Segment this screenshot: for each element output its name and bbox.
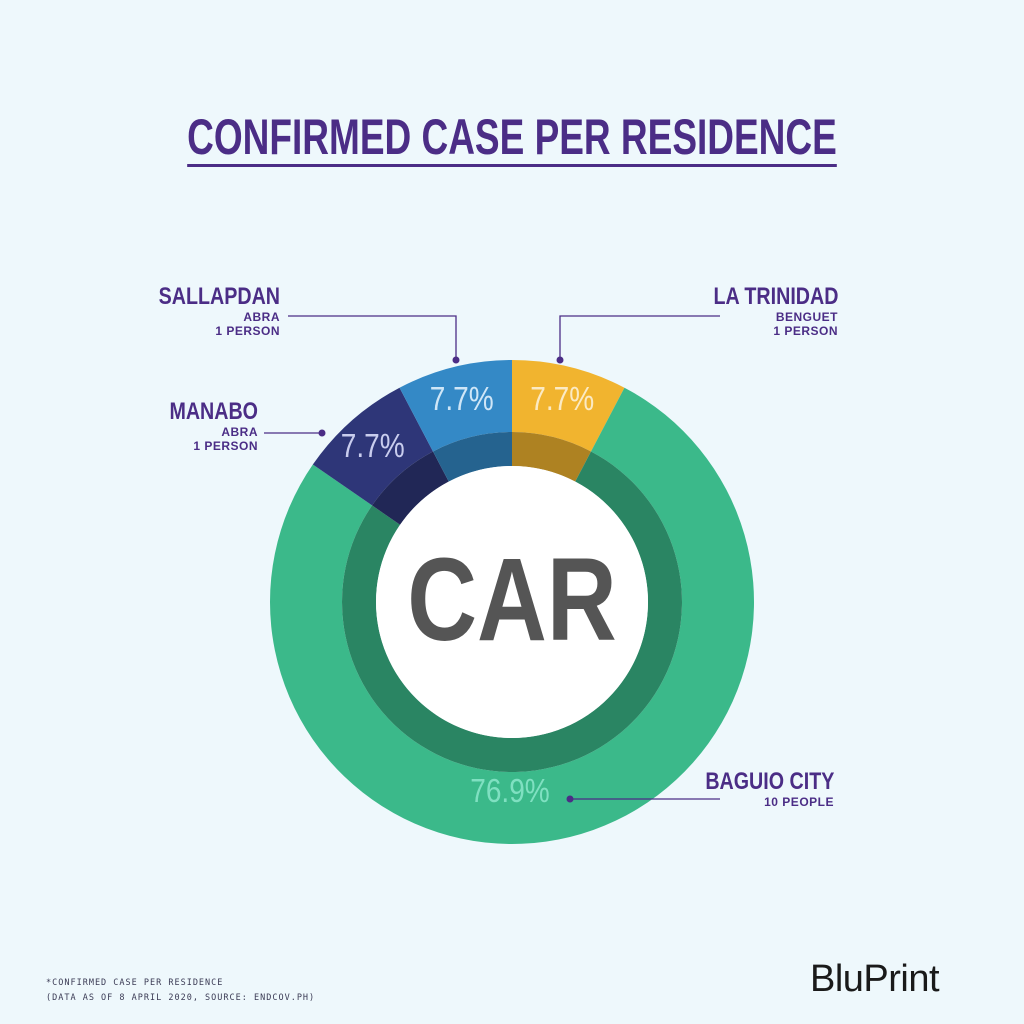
pct-label-baguio-city: 76.9% <box>470 773 549 810</box>
label-la-trinidad-province: BENGUET <box>775 310 838 324</box>
label-manabo-count: 1 PERSON <box>193 439 258 453</box>
bluprint-logo: BluPrint <box>810 958 940 1000</box>
label-sallapdan-name: SALLAPDAN <box>158 283 280 310</box>
slice-shadow-sallapdan <box>432 432 512 482</box>
label-sallapdan-count: 1 PERSON <box>215 324 280 338</box>
leader-la-trinidad-dot <box>556 356 564 364</box>
pct-label-manabo: 7.7% <box>341 428 405 465</box>
label-la-trinidad-count: 1 PERSON <box>773 324 838 338</box>
slice-shadow-manabo <box>372 451 449 525</box>
label-manabo-name: MANABO <box>169 398 258 425</box>
label-sallapdan-province: ABRA <box>243 310 280 324</box>
slice-manabo <box>312 387 433 506</box>
leader-manabo-dot <box>318 429 326 437</box>
leader-sallapdan <box>288 315 457 360</box>
chart-title: CONFIRMED CASE PER RESIDENCE <box>133 108 891 166</box>
leader-la-trinidad <box>559 315 720 358</box>
slice-baguio-city <box>269 387 755 844</box>
label-manabo: MANABO ABRA 1 PERSON <box>150 398 258 453</box>
footnote-line-1: *CONFIRMED CASE PER RESIDENCE <box>46 978 224 988</box>
pct-label-sallapdan: 7.7% <box>430 381 494 418</box>
leader-baguio-city-dot <box>566 795 574 803</box>
pct-label-la-trinidad: 7.7% <box>530 381 594 418</box>
center-circle <box>376 466 648 738</box>
label-sallapdan: SALLAPDAN ABRA 1 PERSON <box>132 283 280 338</box>
footnote-line-2: (DATA AS OF 8 APRIL 2020, SOURCE: ENDCOV… <box>46 993 316 1003</box>
label-la-trinidad-name: LA TRINIDAD <box>713 283 838 310</box>
center-label: CAR <box>407 533 617 665</box>
chart-title-text: CONFIRMED CASE PER RESIDENCE <box>187 109 837 165</box>
label-baguio-city: BAGUIO CITY 10 PEOPLE <box>677 768 834 809</box>
label-baguio-name: BAGUIO CITY <box>704 768 834 795</box>
label-manabo-province: ABRA <box>221 425 258 439</box>
label-la-trinidad: LA TRINIDAD BENGUET 1 PERSON <box>686 283 838 338</box>
slice-shadow-la-trinidad <box>512 432 592 482</box>
label-baguio-count: 10 PEOPLE <box>764 795 834 809</box>
leader-sallapdan-dot <box>452 356 460 364</box>
slice-la-trinidad <box>512 360 625 452</box>
slice-sallapdan <box>399 360 512 452</box>
footnote: *CONFIRMED CASE PER RESIDENCE (DATA AS O… <box>46 976 315 1006</box>
